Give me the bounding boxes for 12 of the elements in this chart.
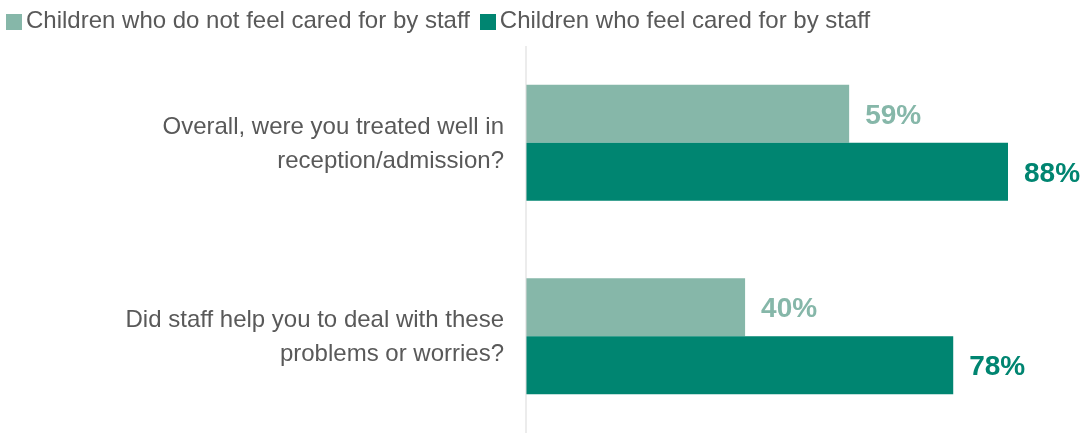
data-label: 40% [761, 292, 818, 324]
legend-label: Children who feel cared for by staff [499, 6, 871, 33]
bar [526, 142, 1008, 201]
data-label: 88% [1024, 156, 1081, 188]
bar [526, 336, 954, 395]
bar [526, 278, 746, 337]
y-tick-label: Overall, were you treated well in reception/admission? [162, 111, 504, 173]
data-label: 59% [865, 98, 922, 130]
legend-label: Children who do not feel cared for by staff [26, 6, 470, 33]
y-tick-label: Did staff help you to deal with these problems or worries? [125, 305, 504, 367]
data-label: 78% [969, 350, 1026, 382]
bar [526, 84, 850, 143]
